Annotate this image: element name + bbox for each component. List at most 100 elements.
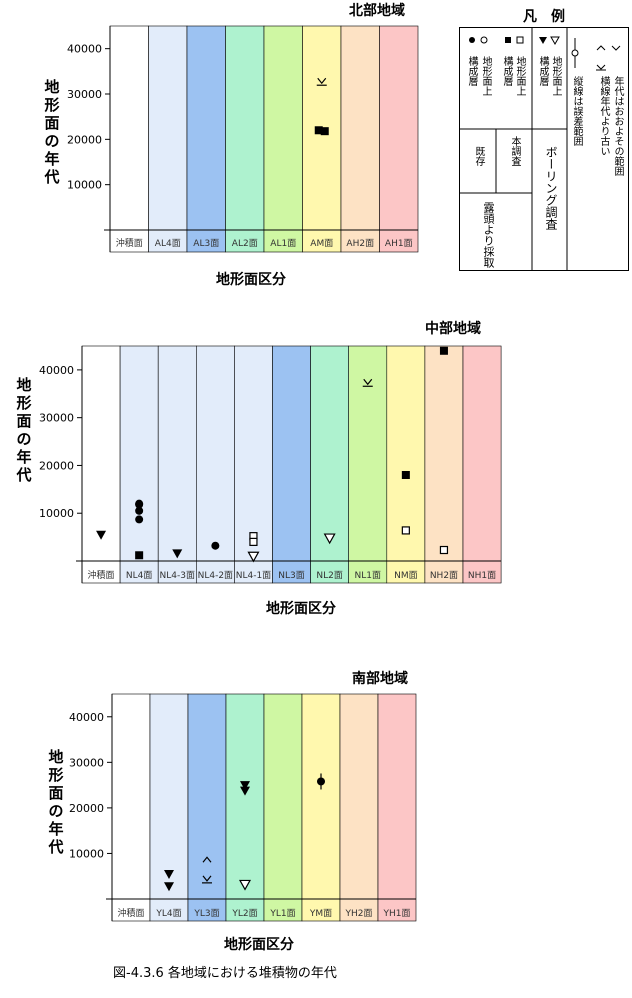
- legend-group-survey: 本調査: [509, 136, 520, 166]
- x-tick-label: NL3面: [278, 570, 304, 581]
- band-NL4-3面: [157, 345, 197, 584]
- legend-group-existing: 既存: [473, 146, 484, 166]
- x-tick-label: NL4-3面: [160, 570, 195, 581]
- y-tick-label: 30000: [39, 412, 74, 425]
- x-tick-label: NM面: [394, 570, 418, 581]
- band-AL3面: [186, 25, 226, 253]
- band-NH1面: [462, 345, 502, 584]
- data-point-filled-triangle: [164, 882, 174, 892]
- band-NL3面: [272, 345, 311, 584]
- y-tick-label: 20000: [39, 459, 74, 472]
- band-YM面: [301, 693, 341, 922]
- band-NM面: [386, 345, 426, 584]
- y-tick-label: 30000: [69, 756, 104, 769]
- legend-arrow-note2: 横線年代より古い: [598, 76, 609, 156]
- data-point-filled-triangle: [164, 869, 174, 879]
- region-title-central: 中部地域: [425, 321, 481, 337]
- band-NL2面: [310, 345, 350, 584]
- y-tick-label: 40000: [39, 364, 74, 377]
- data-point-filled-circle: [135, 500, 144, 509]
- x-tick-label: YL3面: [193, 908, 219, 919]
- data-point-open-square: [249, 537, 258, 546]
- x-axis-label-central: 地形面区分: [266, 601, 336, 617]
- y-axis-label-north: 地形面の年代: [44, 78, 60, 186]
- band-AM面: [302, 25, 342, 253]
- band-NL4面: [119, 345, 159, 584]
- band-AL2面: [225, 25, 265, 253]
- x-tick-label: NH2面: [430, 570, 458, 581]
- legend-survey-sub: 構成層: [501, 56, 512, 86]
- legend-existing-label: 地形面上: [480, 56, 491, 96]
- data-point-open-v-arrow: [316, 77, 327, 86]
- band-YH2面: [339, 693, 379, 922]
- y-axis-label-south: 地形面の年代: [48, 748, 64, 856]
- data-point-open-square: [439, 545, 449, 555]
- data-point-filled-circle-errorbar: [317, 773, 325, 790]
- data-point-open-triangle: [323, 533, 336, 545]
- region-title-south: 南部地域: [352, 671, 408, 687]
- band-沖積面: [109, 25, 149, 253]
- legend-grid: [460, 28, 621, 270]
- band-沖積面: [111, 693, 151, 922]
- x-axis-label-north: 地形面区分: [216, 272, 286, 288]
- chart-south: 沖積面 YL4面 YL3面 YL2面 YL1面 YM面 YH2面 YH1面 10000 20000…: [69, 693, 417, 922]
- data-point-filled-square: [439, 346, 448, 355]
- x-tick-label: NL2面: [316, 570, 342, 581]
- x-tick-label: NL4-1面: [236, 570, 271, 581]
- x-tick-label: NL4面: [126, 570, 152, 581]
- figure-caption: 図-4.3.6 各地域における堆積物の年代: [113, 966, 337, 981]
- chart-north: 沖積面 AL4面 AL3面 AL2面 AL1面 AM面 AH2面 AH1面 10000 20000…: [67, 25, 419, 253]
- y-tick-label: 40000: [69, 711, 104, 724]
- x-axis-label-south: 地形面区分: [224, 937, 294, 953]
- x-tick-label: AL3面: [193, 238, 219, 249]
- band-YL3面: [187, 693, 227, 922]
- legend-group-outcrop: 露頭より採取: [482, 202, 495, 268]
- data-point-open-square: [401, 526, 410, 535]
- chart-central: 沖積面 NL4面 NL4-3面 NL4-2面 NL4-1面 NL3面 NL2面 NL1面 NM面…: [39, 345, 502, 584]
- y-tick-label: 30000: [67, 88, 102, 101]
- x-tick-label: AL2面: [232, 238, 258, 249]
- x-tick-label: YL1面: [269, 908, 295, 919]
- x-tick-label: YL2面: [231, 908, 257, 919]
- data-point-open-caret-up: [202, 856, 212, 863]
- data-point-open-v-arrow: [362, 378, 373, 387]
- x-tick-label: YH2面: [345, 908, 373, 919]
- x-tick-label: AM面: [310, 238, 333, 249]
- x-tick-label: YM面: [309, 908, 332, 919]
- band-AH1面: [379, 25, 419, 253]
- legend-boring-sub: 構成層: [537, 56, 548, 86]
- x-tick-label: AH1面: [385, 238, 413, 249]
- x-tick-label: AL4面: [155, 238, 181, 249]
- band-YH1面: [377, 693, 417, 922]
- band-NL4-1面: [234, 345, 273, 584]
- data-point-filled-square: [401, 471, 410, 479]
- data-point-filled-square: [314, 126, 323, 135]
- data-point-open-triangle: [247, 551, 260, 563]
- y-tick-label: 20000: [69, 802, 104, 815]
- legend-group-boring: ボーリング調査: [544, 146, 558, 230]
- band-AL1面: [263, 25, 303, 253]
- legend-arrow-note: 年代はおおよその範囲: [612, 76, 623, 176]
- data-point-filled-triangle: [96, 530, 107, 540]
- band-沖積面: [81, 345, 121, 584]
- y-tick-label: 10000: [67, 179, 102, 192]
- legend-title: 凡 例: [523, 9, 565, 25]
- y-axis-label-central: 地形面の年代: [16, 376, 32, 484]
- data-point-filled-circle: [135, 515, 144, 524]
- legend-existing-sub: 構成層: [466, 56, 477, 86]
- x-tick-label: 沖積面: [117, 907, 144, 919]
- data-point-filled-circle: [135, 506, 144, 515]
- data-point-filled-triangle: [240, 786, 250, 796]
- data-point-filled-circle: [211, 541, 220, 550]
- x-tick-label: AH2面: [346, 238, 374, 249]
- y-tick-label: 10000: [69, 847, 104, 860]
- x-tick-label: 沖積面: [88, 569, 115, 581]
- band-AH2面: [340, 25, 380, 253]
- data-point-open-triangle: [238, 879, 252, 891]
- legend-box: 凡 例 地形面上 構成層 地形面上 構成層 地形面上 構成層 縦線は誤差範囲 年…: [459, 9, 629, 271]
- y-tick-label: 10000: [39, 507, 74, 520]
- x-tick-label: NH1面: [468, 570, 496, 581]
- y-tick-label: 40000: [67, 43, 102, 56]
- data-point-filled-square: [320, 127, 329, 136]
- x-tick-label: NL1面: [355, 570, 381, 581]
